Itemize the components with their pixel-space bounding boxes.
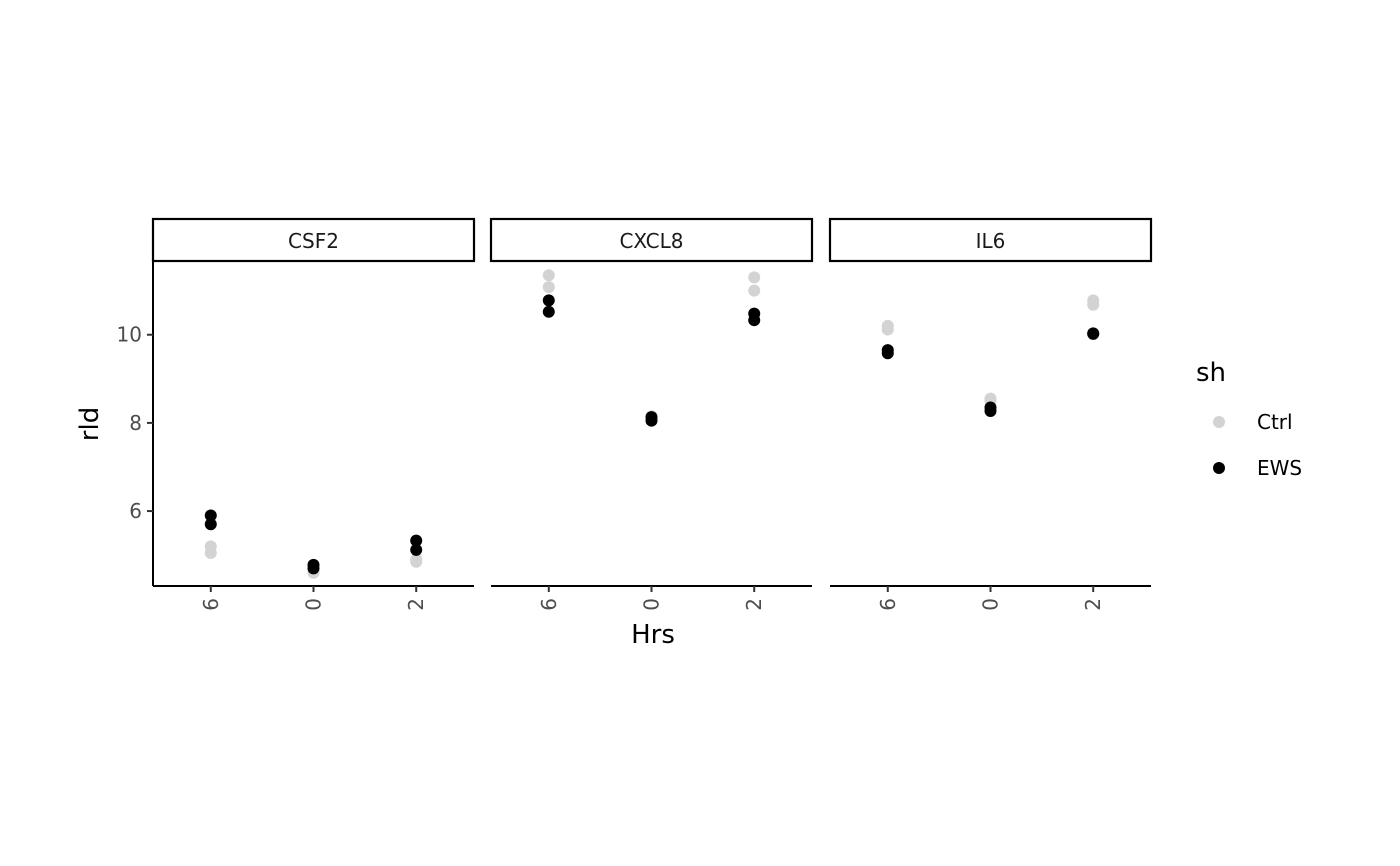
point-ews — [410, 534, 423, 547]
point-ctrl — [748, 284, 761, 297]
x-tick-label: 6 — [537, 598, 561, 611]
point-ctrl — [204, 546, 217, 559]
x-tick-label: 2 — [1081, 598, 1105, 611]
x-axis-title: Hrs — [631, 620, 675, 650]
legend-title: sh — [1196, 358, 1226, 388]
point-ews — [645, 414, 658, 427]
point-ews — [410, 543, 423, 556]
point-ctrl — [542, 281, 555, 294]
y-tick-label: 8 — [129, 411, 142, 435]
y-tick-label: 10 — [117, 323, 142, 347]
legend-key-ctrl — [1213, 416, 1225, 428]
x-tick-label: 0 — [979, 598, 1003, 611]
y-tick-label: 6 — [129, 499, 142, 523]
facet-panel-cxcl8: CXCL8 6 0 2 — [489, 217, 814, 611]
point-ews — [984, 404, 997, 417]
legend-label-ews: EWS — [1257, 456, 1302, 480]
legend-items: Ctrl EWS — [1213, 410, 1302, 480]
legend-label-ctrl: Ctrl — [1257, 410, 1293, 434]
facet-strip-label: CXCL8 — [619, 229, 683, 253]
point-ews — [542, 305, 555, 318]
point-ctrl — [410, 555, 423, 568]
point-ews — [307, 562, 320, 575]
point-ews — [204, 518, 217, 531]
point-ews — [881, 347, 894, 360]
x-tick-label: 6 — [199, 598, 223, 611]
x-tick-label: 0 — [302, 598, 326, 611]
legend: sh Ctrl EWS — [1196, 358, 1302, 480]
point-ews — [204, 509, 217, 522]
facet-panels: CSF2 6 0 2 CXCL8 6 0 2 IL6 6 0 2 — [151, 217, 1153, 611]
facet-strip-label: CSF2 — [288, 229, 339, 253]
point-ctrl — [542, 269, 555, 282]
point-ews — [748, 314, 761, 327]
x-tick-label: 0 — [640, 598, 664, 611]
point-ctrl — [748, 271, 761, 284]
facet-strip — [828, 217, 1153, 263]
point-ews — [1087, 327, 1100, 340]
facet-strip — [489, 217, 814, 263]
facet-strip-label: IL6 — [976, 229, 1006, 253]
legend-key-ews — [1213, 462, 1225, 474]
facet-panel-il6: IL6 6 0 2 — [828, 217, 1153, 611]
point-ctrl — [881, 323, 894, 336]
x-tick-label: 2 — [742, 598, 766, 611]
facet-panel-csf2: CSF2 6 0 2 — [151, 217, 476, 611]
x-tick-label: 6 — [876, 598, 900, 611]
y-axis-tick-labels: 6 8 10 — [117, 323, 153, 523]
point-ctrl — [1087, 298, 1100, 311]
y-axis-title: rld — [75, 407, 105, 441]
point-ews — [542, 294, 555, 307]
x-tick-label: 2 — [404, 598, 428, 611]
facet-strip — [151, 217, 476, 263]
